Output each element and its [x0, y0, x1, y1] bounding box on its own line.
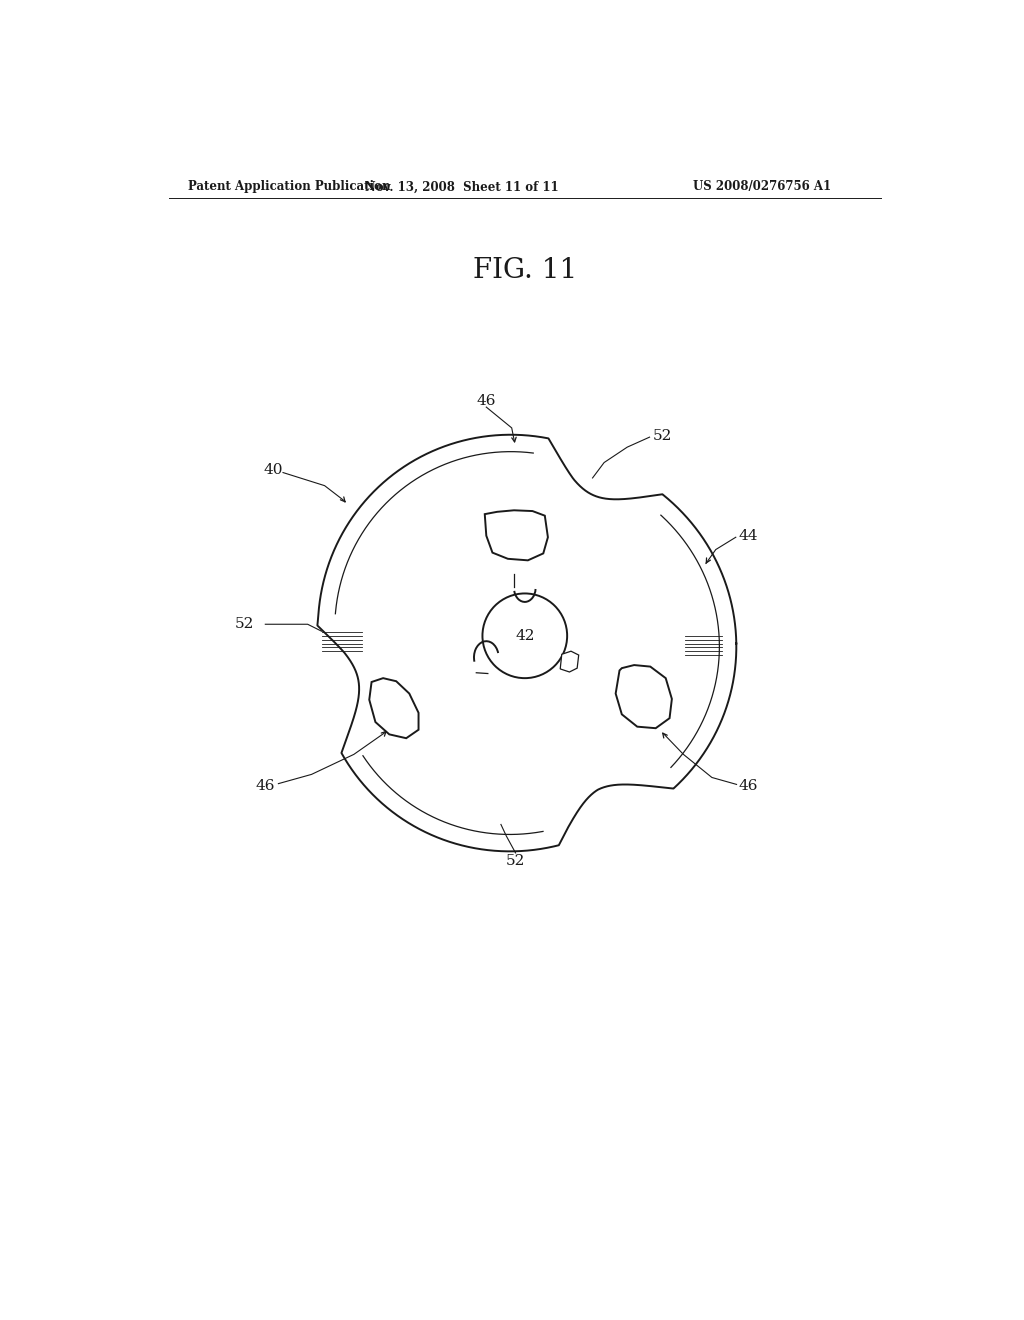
Text: US 2008/0276756 A1: US 2008/0276756 A1	[693, 181, 831, 194]
Polygon shape	[615, 665, 672, 729]
Text: 52: 52	[234, 618, 254, 631]
Circle shape	[482, 594, 567, 678]
Text: 46: 46	[739, 779, 759, 793]
Text: 46: 46	[476, 393, 496, 408]
Text: 42: 42	[515, 628, 535, 643]
Text: 52: 52	[652, 429, 672, 442]
Text: 40: 40	[263, 463, 283, 478]
Text: 46: 46	[256, 779, 275, 793]
Polygon shape	[484, 511, 548, 561]
Text: 52: 52	[506, 854, 525, 867]
Text: 44: 44	[739, 529, 759, 543]
Polygon shape	[370, 678, 419, 738]
Polygon shape	[560, 651, 579, 672]
Text: Nov. 13, 2008  Sheet 11 of 11: Nov. 13, 2008 Sheet 11 of 11	[365, 181, 558, 194]
Text: Patent Application Publication: Patent Application Publication	[188, 181, 391, 194]
Text: FIG. 11: FIG. 11	[473, 256, 577, 284]
